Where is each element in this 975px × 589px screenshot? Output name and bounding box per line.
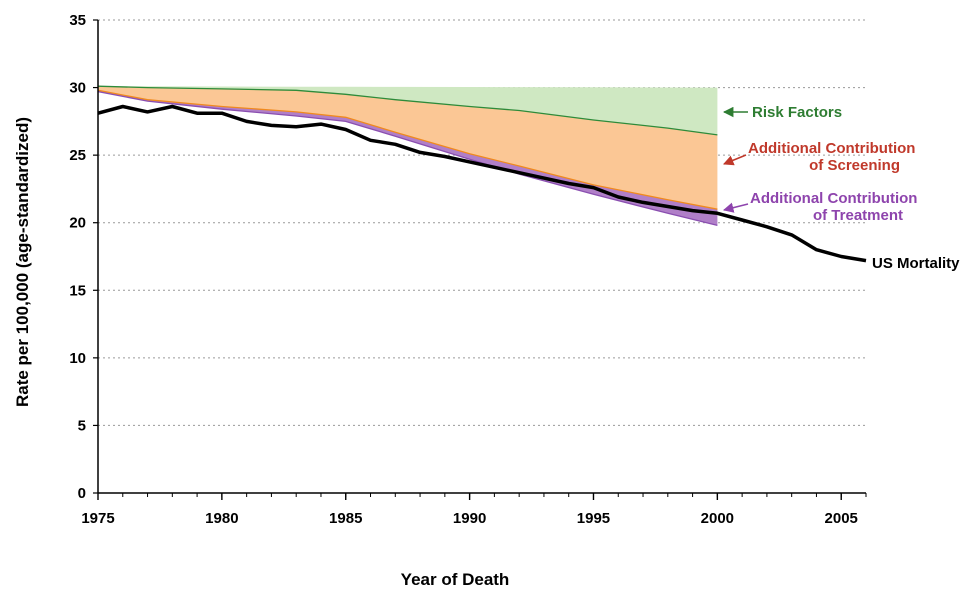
treatment-arrow bbox=[722, 202, 749, 213]
x-tick-2000: 2000 bbox=[701, 510, 734, 527]
x-tick-1995: 1995 bbox=[577, 510, 610, 527]
us-mortality-label: US Mortality bbox=[872, 255, 960, 272]
treatment-line bbox=[97, 90, 718, 227]
y-axis-title: Rate per 100,000 (age-standardized) bbox=[13, 117, 32, 407]
y-tick-30: 30 bbox=[69, 80, 86, 97]
screening-area bbox=[98, 86, 718, 210]
x-tick-labels: 1975 1980 1985 1990 1995 2000 2005 bbox=[81, 510, 858, 527]
y-tick-5: 5 bbox=[78, 417, 86, 434]
risk-factors-area bbox=[98, 86, 718, 135]
y-tick-labels: 0 5 10 15 20 25 30 35 bbox=[69, 12, 86, 502]
x-tick-1990: 1990 bbox=[453, 510, 486, 527]
risk-factors-label: Risk Factors bbox=[752, 104, 842, 121]
screening-label-line2: of Screening bbox=[809, 157, 900, 174]
screening-arrow bbox=[723, 154, 747, 166]
us-mortality-line bbox=[97, 104, 867, 263]
y-tick-0: 0 bbox=[78, 485, 86, 502]
x-tick-1980: 1980 bbox=[205, 510, 238, 527]
y-tick-35: 35 bbox=[69, 12, 86, 29]
treatment-label-line2: of Treatment bbox=[813, 207, 903, 224]
gridlines bbox=[98, 19, 866, 426]
y-tick-10: 10 bbox=[69, 350, 86, 367]
y-tick-15: 15 bbox=[69, 282, 86, 299]
screening-label-line1: Additional Contribution bbox=[748, 140, 915, 157]
axes bbox=[93, 19, 867, 500]
x-tick-1985: 1985 bbox=[329, 510, 362, 527]
x-tick-1975: 1975 bbox=[81, 510, 114, 527]
screening-line bbox=[97, 89, 718, 210]
y-tick-20: 20 bbox=[69, 215, 86, 232]
y-tick-25: 25 bbox=[69, 147, 86, 164]
x-axis-title: Year of Death bbox=[401, 570, 510, 589]
risk-factors-line bbox=[97, 85, 718, 136]
x-tick-2005: 2005 bbox=[825, 510, 858, 527]
treatment-label-line1: Additional Contribution bbox=[750, 190, 917, 207]
